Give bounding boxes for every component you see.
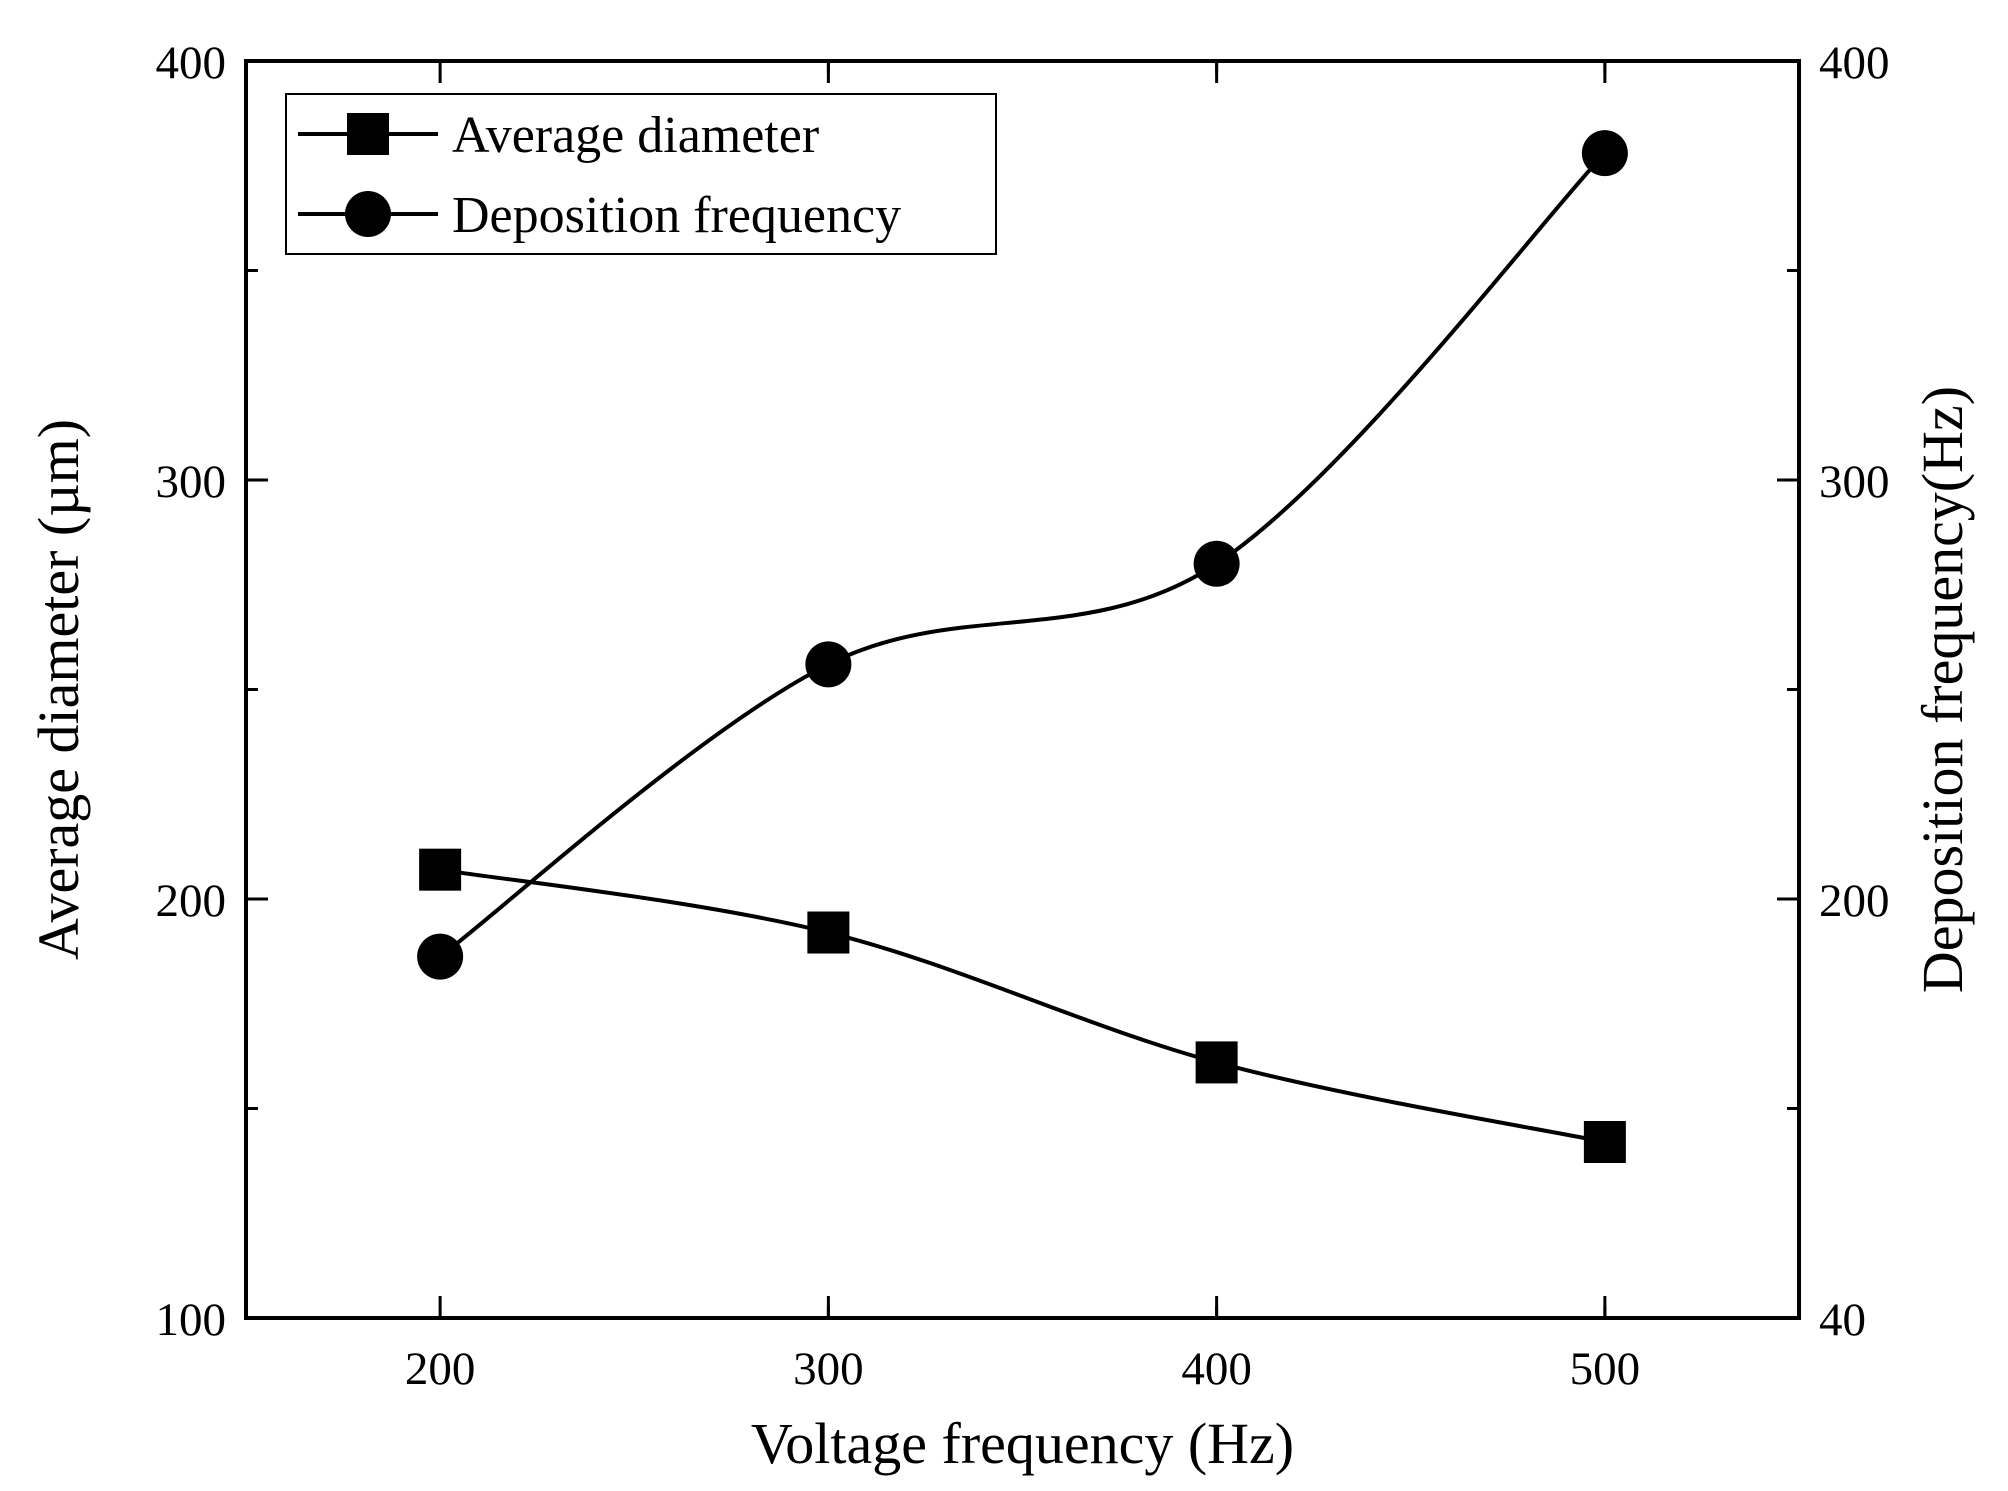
legend: Average diameter Deposition frequency [285,93,997,255]
right-y-tick-label: 400 [1819,37,1890,89]
x-tick-label: 300 [793,1343,864,1395]
data-point-circle [805,641,852,688]
legend-circle-marker [345,191,391,237]
right-y-axis-title: Deposition frequency(Hz) [1910,386,1975,993]
x-tick-label: 500 [1570,1343,1641,1395]
left-y-tick-label: 200 [156,875,227,927]
series-line-deposition-frequency [438,151,1607,959]
series-line-average-diameter [439,867,1606,1144]
right-y-tick-label: 40 [1819,1294,1866,1346]
data-point-square [1583,1121,1626,1164]
right-y-tick-label: 300 [1819,456,1890,508]
legend-label-deposition-frequency: Deposition frequency [452,187,901,244]
left-y-tick-label: 400 [156,37,227,89]
legend-square-marker [347,113,389,155]
data-point-square [419,848,462,891]
data-point-circle [417,933,464,980]
left-y-tick-label: 300 [156,456,227,508]
series-layer [417,130,1628,1164]
axis-ticks: 200 300 400 500 100 200 300 400 40 200 300 400 [156,37,1890,1395]
right-y-tick-label: 200 [1819,875,1890,927]
x-axis-title: Voltage frequency (Hz) [751,1411,1294,1476]
x-tick-label: 200 [405,1343,476,1395]
x-tick-label: 400 [1181,1343,1252,1395]
data-point-circle [1193,540,1240,587]
data-point-circle [1581,130,1628,177]
left-y-axis-title: Average diameter (µm) [26,419,91,960]
legend-box [285,93,997,255]
data-point-square [1195,1041,1238,1084]
legend-label-average-diameter: Average diameter [452,107,819,164]
data-point-square [807,911,850,954]
left-y-tick-label: 100 [156,1294,227,1346]
